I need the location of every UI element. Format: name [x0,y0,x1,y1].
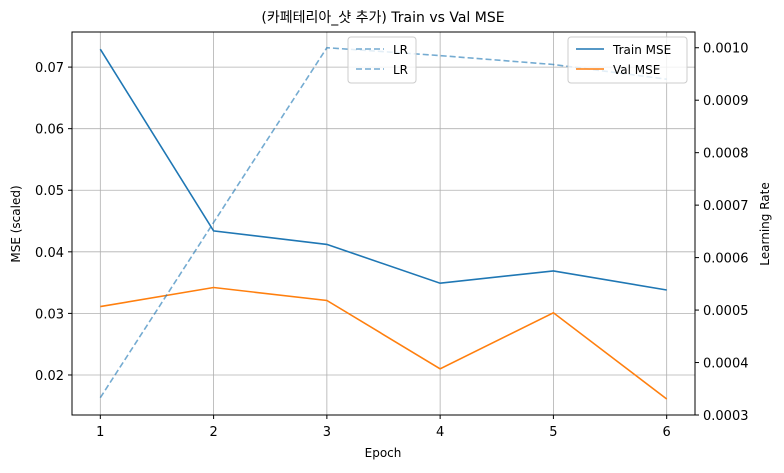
legend-label: Train MSE [612,43,671,57]
legend-layer: LR LR Train MSE Val MSE [347,36,688,84]
x-tick-label: 4 [436,425,444,440]
x-tick-label: 1 [96,425,104,440]
y2-axis-label: Learning Rate [758,182,772,265]
series-line-val-mse [100,286,668,400]
y-axis-label: MSE (scaled) [9,185,23,262]
series-line-lr [99,46,667,399]
x-tick-label: 3 [323,425,331,440]
y2-tick-label: 0.0010 [703,42,749,57]
chart-title: (카페테리아_샷 추가) Train vs Val MSE [261,10,504,26]
legend-label: Val MSE [613,63,660,77]
plot-frame [71,31,696,416]
series-line-train-mse [99,48,667,291]
y-tick-label: 0.03 [35,307,64,322]
y-tick-label: 0.02 [35,369,64,384]
y2-tick-label: 0.0004 [703,357,749,372]
legend-label: LR [393,63,408,77]
tick-layer: 1 2 3 4 5 6 0.02 0.03 0.04 0.05 0.06 0.07 0.0003 0.00… [35,42,748,440]
y-tick-label: 0.06 [35,123,64,138]
y-tick-label: 0.05 [35,184,64,199]
y2-tick-label: 0.0007 [703,199,749,214]
x-tick-label: 2 [209,425,217,440]
y2-tick-label: 0.0008 [703,147,749,162]
y-tick-label: 0.04 [35,246,64,261]
y2-tick-label: 0.0009 [703,94,749,109]
y2-tick-label: 0.0005 [703,304,749,319]
grid [72,32,695,415]
y2-tick-label: 0.0003 [703,409,749,424]
y-tick-label: 0.07 [35,61,64,76]
series-layer [99,46,668,400]
legend-label: LR [393,43,408,57]
x-tick-label: 6 [663,425,671,440]
y2-tick-label: 0.0006 [703,252,749,267]
x-tick-label: 5 [549,425,557,440]
x-axis-label: Epoch [365,446,402,460]
